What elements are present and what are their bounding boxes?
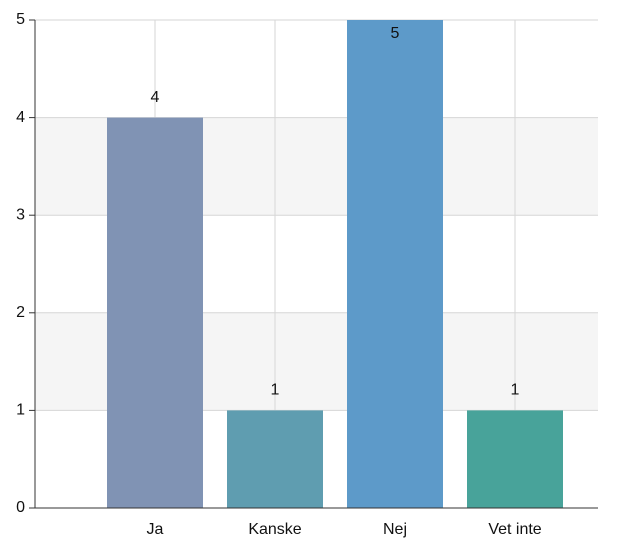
- y-tick-label: 2: [16, 304, 25, 321]
- y-tick-label: 1: [16, 402, 25, 419]
- data-label: 1: [511, 382, 520, 399]
- bar: [107, 117, 203, 508]
- x-tick-label: Kanske: [248, 521, 301, 538]
- bar: [227, 410, 323, 508]
- y-tick-label: 5: [16, 11, 25, 28]
- bar: [467, 410, 563, 508]
- x-tick-label: Nej: [383, 521, 407, 538]
- data-label: 5: [391, 25, 400, 42]
- y-tick-label: 0: [16, 499, 25, 516]
- y-tick-label: 3: [16, 206, 25, 223]
- y-tick-label: 4: [16, 109, 25, 126]
- data-label: 4: [151, 89, 160, 106]
- data-label: 1: [271, 382, 280, 399]
- x-tick-label: Vet inte: [488, 521, 541, 538]
- x-tick-label: Ja: [147, 521, 164, 538]
- bar: [347, 20, 443, 508]
